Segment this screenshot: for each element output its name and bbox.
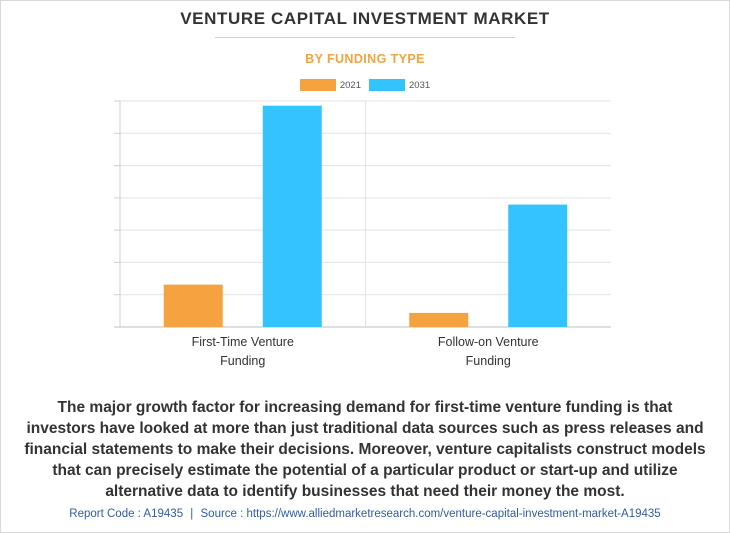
bar-chart: First-Time Venture Funding Follow-on Ventu… xyxy=(114,100,611,368)
bar-2031-first-time xyxy=(262,105,322,327)
chart-subtitle: BY FUNDING TYPE xyxy=(305,52,425,66)
bar-2021-follow-on xyxy=(409,312,469,327)
legend-swatch-2021 xyxy=(299,79,336,91)
title-divider xyxy=(215,37,515,38)
legend-swatch-2031 xyxy=(369,79,405,91)
legend-label-2021: 2021 xyxy=(339,79,361,91)
report-code: Report Code : A19435 xyxy=(69,508,184,520)
x-tick-label-follow-on: Follow-on Venture Funding xyxy=(438,335,539,368)
footer: Report Code : A19435 | Source : https://… xyxy=(0,508,730,520)
x-tick-label-first-time: First-Time Venture Funding xyxy=(192,335,294,368)
source-link[interactable]: Source : https://www.alliedmarketresearc… xyxy=(200,508,661,520)
footer-separator: | xyxy=(190,508,194,520)
chart-title: VENTURE CAPITAL INVESTMENT MARKET xyxy=(180,9,550,28)
legend-item-2021[interactable]: 2021 xyxy=(299,79,361,91)
bar-2021-first-time xyxy=(163,284,223,327)
bar-2031-follow-on xyxy=(508,204,568,327)
description-text: The major growth factor for increasing d… xyxy=(24,399,706,500)
legend-label-2031: 2031 xyxy=(409,79,431,91)
legend-item-2031[interactable]: 2031 xyxy=(369,79,430,91)
legend: 2021 2031 xyxy=(0,79,730,91)
